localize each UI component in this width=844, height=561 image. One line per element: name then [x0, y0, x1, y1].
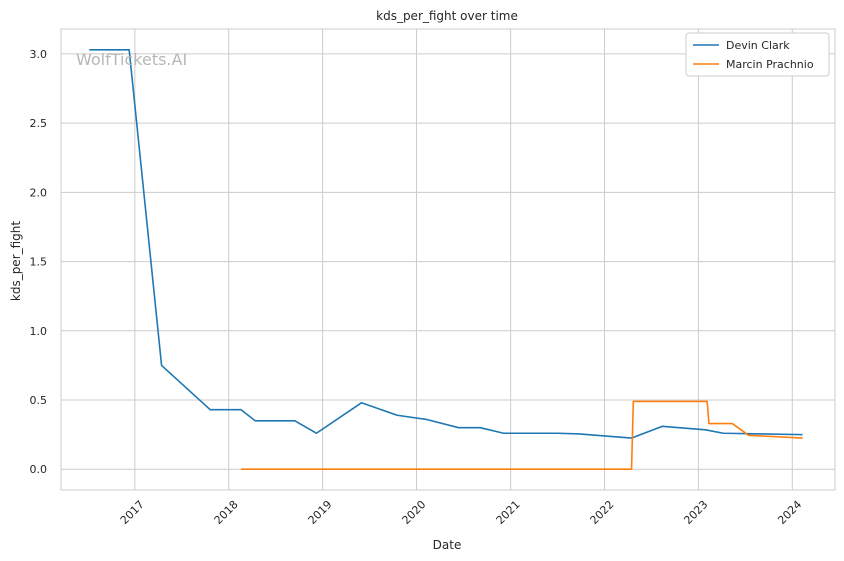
y-tick-label: 1.0 [30, 325, 48, 338]
x-axis-title: Date [433, 538, 462, 552]
legend-box [685, 32, 830, 77]
legend-label-devin-clark: Devin Clark [726, 39, 790, 52]
y-tick-label: 2.5 [30, 117, 48, 130]
y-tick-label: 2.0 [30, 186, 48, 199]
legend-label-marcin-prachnio: Marcin Prachnio [726, 58, 814, 71]
y-tick-label: 1.5 [30, 256, 48, 269]
series-layer [89, 48, 803, 471]
grid-lines [61, 29, 835, 490]
series-line-marcin-prachnio [241, 400, 803, 471]
y-axis-title: kds_per_fight [9, 221, 23, 302]
y-tick-label: 0.5 [30, 394, 48, 407]
y-tick-label: 3.0 [30, 48, 48, 61]
series-line-devin-clark [89, 48, 803, 439]
y-tick-label: 0.0 [30, 463, 48, 476]
plot-frame [60, 28, 836, 491]
chart-title: kds_per_fight over time [376, 9, 518, 23]
watermark-text: WolfTickets.AI [76, 50, 187, 69]
legend: Devin Clark Marcin Prachnio [685, 32, 830, 77]
